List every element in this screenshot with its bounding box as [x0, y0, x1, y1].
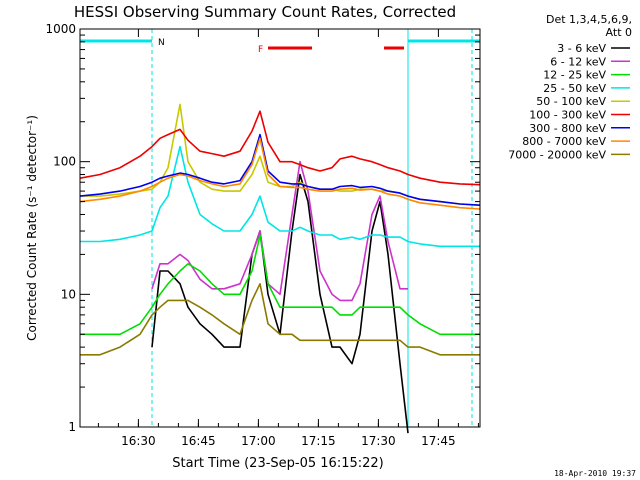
legend-entry-label: 25 - 50 keV: [543, 82, 606, 95]
x-tick-label: 17:30: [361, 434, 396, 448]
series-line-0: [151, 173, 409, 434]
y-axis: 1 10 100 1000: [45, 22, 480, 434]
legend-entry-label: 50 - 100 keV: [536, 95, 606, 108]
y-tick-label: 1: [68, 420, 76, 434]
series-line-3: [80, 145, 480, 248]
y-tick-label: 10: [61, 287, 76, 301]
legend-entry-label: 100 - 300 keV: [529, 109, 606, 122]
plot-frame: [79, 28, 481, 428]
series-line-7: [79, 137, 481, 210]
series-line-6: [79, 133, 481, 206]
flare-flag-label: F: [258, 45, 263, 55]
x-tick-label: 16:45: [181, 434, 216, 448]
x-tick-label: 17:00: [241, 434, 276, 448]
series-line-5: [79, 110, 481, 186]
plot-area: NF: [79, 28, 481, 434]
legend-entry-label: 12 - 25 keV: [543, 69, 606, 82]
x-axis-label: Start Time (23-Sep-05 16:15:22): [172, 456, 383, 471]
legend-entry-label: 7000 - 20000 keV: [508, 148, 606, 161]
y-tick-label: 1000: [45, 22, 76, 36]
chart-title: HESSI Observing Summary Count Rates, Cor…: [74, 3, 456, 21]
x-tick-label: 17:15: [301, 434, 336, 448]
series-line-4: [80, 103, 481, 206]
legend-header: Att 0: [606, 26, 632, 39]
legend-header: Det 1,3,4,5,6,9,: [546, 13, 632, 26]
x-axis: 16:30 16:45 17:00 17:15 17:30 17:45: [97, 29, 479, 448]
x-tick-label: 17:45: [421, 434, 456, 448]
series-line-1: [151, 160, 408, 302]
timestamp: 18-Apr-2010 19:37: [554, 469, 636, 478]
y-axis-label: Corrected Count Rate (s⁻¹ detector⁻¹): [25, 115, 39, 341]
y-tick-label: 100: [53, 155, 76, 169]
legend-entry-label: 6 - 12 keV: [550, 55, 606, 68]
legend-entry-label: 300 - 800 keV: [529, 122, 606, 135]
legend-entry-label: 800 - 7000 keV: [522, 135, 606, 148]
night-flag-label: N: [158, 38, 165, 48]
series-line-2: [80, 234, 480, 336]
series-line-8: [80, 282, 480, 356]
legend-entry-label: 3 - 6 keV: [557, 42, 606, 55]
x-tick-label: 16:30: [121, 434, 156, 448]
